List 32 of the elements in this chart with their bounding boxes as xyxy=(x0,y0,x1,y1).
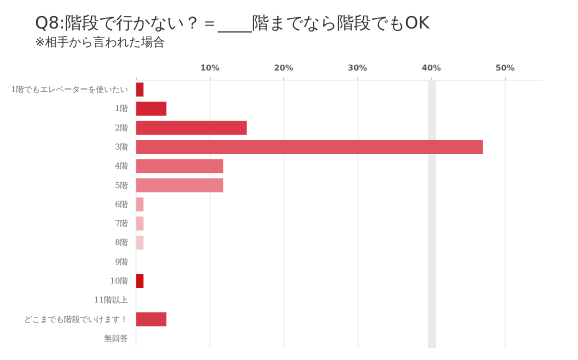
y-tick-label: 7階 xyxy=(114,219,128,228)
y-tick-label: 6階 xyxy=(114,200,128,209)
y-tick-label: 9階 xyxy=(114,257,128,266)
x-tick-label: 40% xyxy=(422,64,441,72)
y-tick-label: 無回答 xyxy=(104,334,128,343)
y-tick-label: 2階 xyxy=(114,123,128,132)
bar xyxy=(136,120,247,135)
bar xyxy=(136,159,224,174)
bar xyxy=(136,216,144,231)
x-tick-label: 30% xyxy=(348,64,368,72)
bar xyxy=(136,274,144,288)
y-tick-label: 11階以上 xyxy=(94,296,128,305)
y-tick-label: 8階 xyxy=(114,238,128,248)
y-tick-label: 5階 xyxy=(114,180,128,190)
x-tick-label: 50% xyxy=(496,64,515,72)
bar xyxy=(136,197,144,212)
bar xyxy=(136,178,224,192)
bar xyxy=(136,236,144,250)
x-tick-label: 10% xyxy=(200,64,220,72)
y-tick-label: 3階 xyxy=(114,142,128,152)
chart-title: Q8:階段で行かない？＝____階までなら階段でもOK xyxy=(35,14,430,34)
bar xyxy=(136,102,166,116)
chart-subtitle: ※相手から言われた場合 xyxy=(35,35,166,49)
y-tick-label: 1階 xyxy=(114,104,128,114)
bar xyxy=(136,82,144,97)
bar xyxy=(136,140,483,154)
y-tick-label: 1階でもエレベーターを使いたい xyxy=(10,85,128,94)
x-tick-label: 20% xyxy=(274,64,294,72)
y-tick-label: 10階 xyxy=(110,276,128,286)
bar xyxy=(136,312,166,326)
y-tick-label: どこまでも階段でいけます！ xyxy=(24,314,128,324)
y-tick-label: 4階 xyxy=(114,162,128,171)
